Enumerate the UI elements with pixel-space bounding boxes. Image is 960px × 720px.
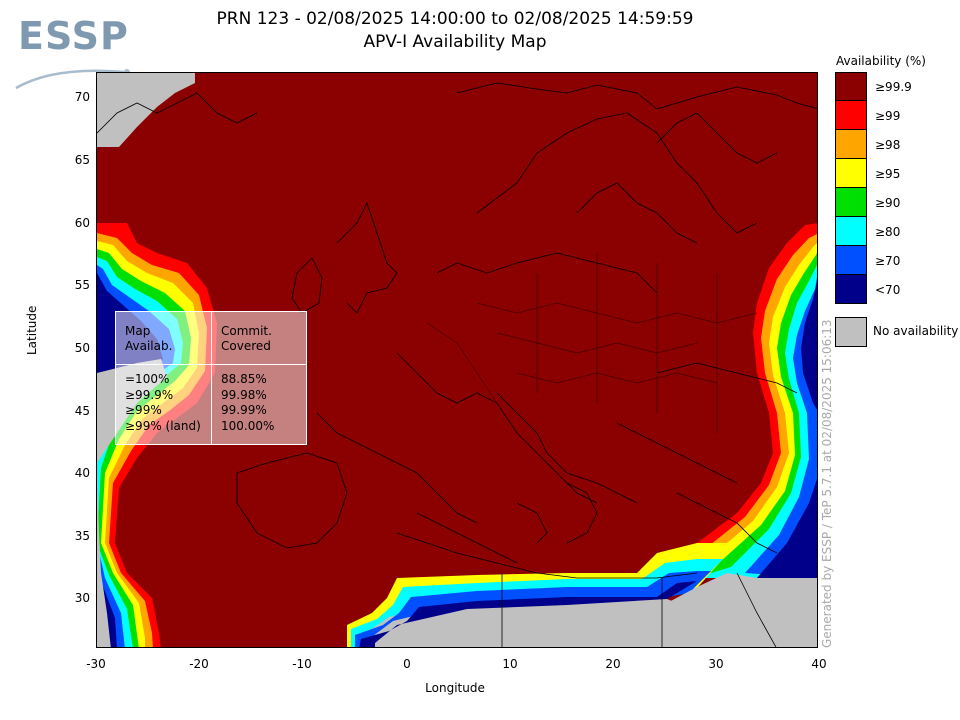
stats-covered: 100.00% xyxy=(221,418,275,433)
legend-swatch xyxy=(835,188,867,217)
x-axis-label: Longitude xyxy=(425,681,485,695)
y-tick-label: 45 xyxy=(74,404,90,418)
y-axis-label: Latitude xyxy=(25,305,39,355)
x-tick-label: 10 xyxy=(502,657,518,671)
legend-label: ≥70 xyxy=(875,254,901,268)
y-tick-label: 30 xyxy=(74,591,90,605)
legend-swatch xyxy=(835,72,867,101)
stats-level: ≥99.9% xyxy=(125,387,174,402)
coastlines xyxy=(97,82,817,647)
legend-swatch xyxy=(835,159,867,188)
legend-label: ≥99 xyxy=(875,109,901,123)
legend-title: Availability (%) xyxy=(836,54,926,68)
y-tick-label: 55 xyxy=(74,278,90,292)
legend-label: ≥98 xyxy=(875,138,901,152)
legend-swatch xyxy=(835,246,867,275)
legend-label: ≥99.9 xyxy=(875,80,912,94)
legend-label-no-availability: No availability xyxy=(873,324,959,338)
legend-swatch-no-availability xyxy=(835,317,867,347)
legend-label: ≥90 xyxy=(875,196,901,210)
stats-level: ≥99% (land) xyxy=(125,418,201,433)
stats-covered: 88.85% xyxy=(221,372,267,386)
y-tick-label: 65 xyxy=(74,153,90,167)
x-tick-label: -30 xyxy=(86,657,106,671)
map-title: PRN 123 - 02/08/2025 14:00:00 to 02/08/2… xyxy=(216,9,694,29)
no-availability-area-nw xyxy=(97,73,195,147)
x-tick-label: -20 xyxy=(189,657,209,671)
legend-swatch xyxy=(835,275,867,304)
stats-covered-column: 88.85% 99.98% 99.99% 100.00% xyxy=(221,372,274,434)
y-tick-label: 70 xyxy=(74,90,90,104)
country-borders xyxy=(426,253,758,433)
map-subtitle: APV-I Availability Map xyxy=(363,32,547,52)
x-tick-label: -10 xyxy=(292,657,312,671)
stats-level: =100% xyxy=(125,372,170,386)
stats-level-column: =100% ≥99.9% ≥99% ≥99% (land) xyxy=(125,372,201,434)
generation-credit: Generated by ESSP / TeP 5.7.1 at 02/08/2… xyxy=(820,319,834,648)
legend-swatch xyxy=(835,217,867,246)
stats-level: ≥99% xyxy=(125,403,162,417)
south-availability-bands xyxy=(347,543,817,647)
stats-divider-horizontal xyxy=(116,364,306,365)
x-tick-label: 0 xyxy=(403,657,411,671)
stats-covered: 99.99% xyxy=(221,403,267,417)
legend-swatch xyxy=(835,101,867,130)
y-tick-label: 35 xyxy=(74,529,90,543)
stats-divider-vertical xyxy=(211,312,212,444)
legend-swatch xyxy=(835,130,867,159)
y-tick-label: 40 xyxy=(74,466,90,480)
stats-covered: 99.98% xyxy=(221,387,267,402)
legend-label: ≥80 xyxy=(875,225,901,239)
x-tick-label: 30 xyxy=(708,657,724,671)
x-tick-label: 40 xyxy=(811,657,827,671)
legend-label: ≥95 xyxy=(875,167,901,181)
coverage-stats-table: Map Availab. Commit. Covered =100% ≥99.9… xyxy=(115,311,307,445)
legend-label: <70 xyxy=(875,283,901,297)
east-availability-bands xyxy=(617,223,817,578)
y-tick-label: 50 xyxy=(74,341,90,355)
stats-header-commit-covered: Commit. Covered xyxy=(221,324,272,353)
stats-header-map-availability: Map Availab. xyxy=(125,324,173,353)
y-tick-label: 60 xyxy=(74,216,90,230)
logo-text: ESSP xyxy=(18,14,129,58)
x-tick-label: 20 xyxy=(605,657,621,671)
